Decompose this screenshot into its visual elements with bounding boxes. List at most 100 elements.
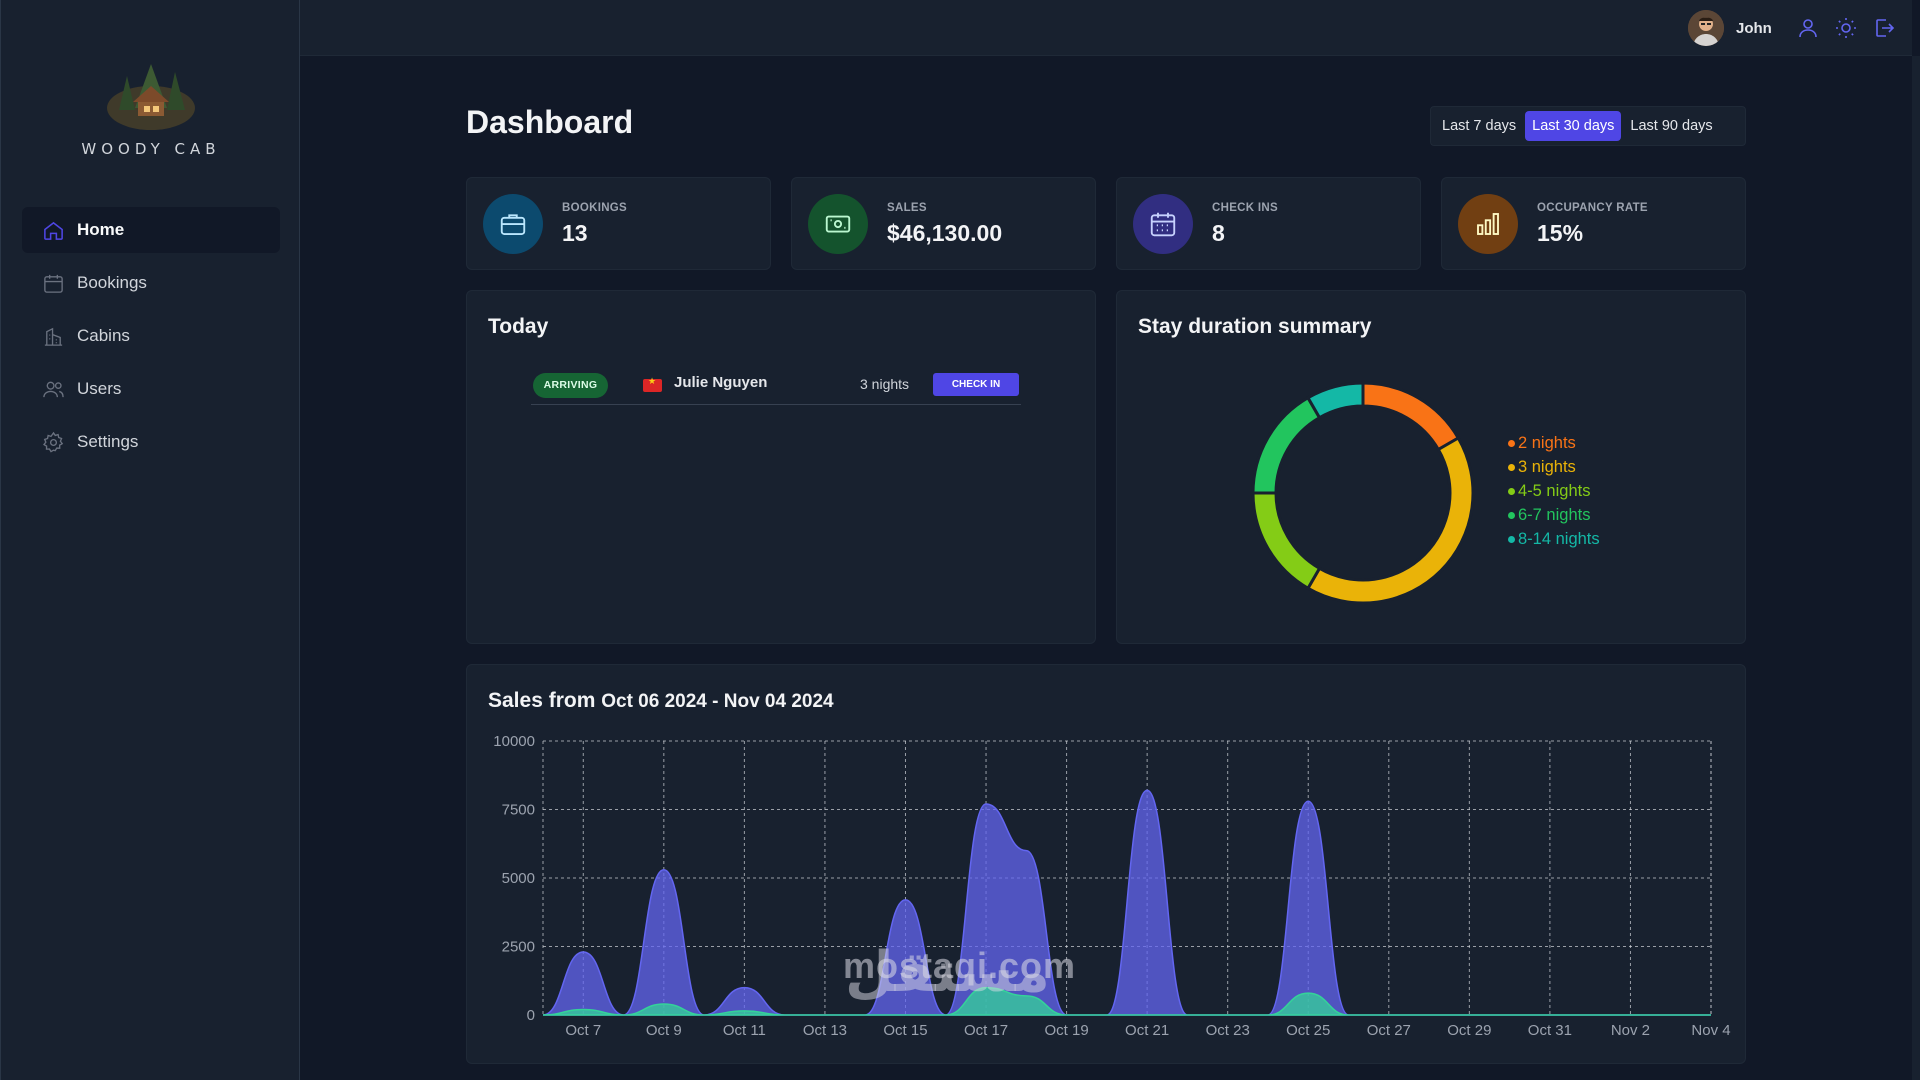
stat-label: BOOKINGS	[562, 202, 628, 214]
x-tick-label: Oct 29	[1447, 1022, 1491, 1039]
check-in-button[interactable]: CHECK IN	[933, 373, 1019, 396]
donut-slice[interactable]	[1251, 491, 1322, 591]
briefcase-icon	[500, 214, 526, 235]
donut-slice[interactable]	[1251, 395, 1322, 495]
stat-card-sales: SALES $46,130.00	[791, 177, 1096, 270]
activity-row: ARRIVING Julie Nguyen 3 nights CHECK IN	[531, 371, 1021, 405]
stat-value: 15%	[1537, 220, 1584, 246]
watermark: mostaqi.com	[843, 945, 1077, 986]
y-tick-label: 5000	[502, 870, 535, 887]
building-icon	[44, 327, 63, 346]
stat-card-occupancy: OCCUPANCY RATE 15%	[1441, 177, 1746, 270]
x-tick-label: Nov 4	[1691, 1022, 1730, 1039]
home-icon	[44, 221, 63, 240]
y-tick-label: 7500	[502, 802, 535, 819]
x-tick-label: Oct 19	[1044, 1022, 1088, 1039]
legend-dot	[1508, 439, 1515, 447]
stat-icon-bg	[1458, 194, 1518, 254]
legend-label: 3 nights	[1518, 457, 1576, 476]
calendar-days-icon	[1150, 212, 1176, 237]
legend-item: 3 nights	[1508, 455, 1600, 479]
scrollbar[interactable]	[1912, 56, 1920, 1080]
sidebar-item-label: Users	[77, 379, 122, 398]
stat-icon-bg	[808, 194, 868, 254]
series-area	[542, 986, 1711, 1016]
status-badge: ARRIVING	[533, 373, 608, 398]
sidebar-item-cabins[interactable]: Cabins	[22, 313, 280, 359]
filter-last-30-days[interactable]: Last 30 days	[1525, 111, 1622, 141]
legend-dot	[1508, 487, 1515, 495]
page-title: Dashboard	[466, 104, 634, 140]
series-area	[542, 789, 1711, 1016]
sales-area-chart: 0 2500 5000 7500 10000 Oct 7 Oct 9 Oct 11 Oct 13…	[493, 733, 1730, 1039]
sun-icon[interactable]	[1834, 16, 1858, 40]
filter-last-90-days[interactable]: Last 90 days	[1630, 118, 1713, 134]
legend-item: 2 nights	[1508, 431, 1600, 455]
donut-legend: 2 nights 3 nights 4-5 nights 6-7 nights 8-14…	[1508, 431, 1600, 551]
sidebar-nav: Home Bookings Cabins Users Settings	[22, 207, 280, 472]
gear-icon	[43, 431, 64, 453]
legend-item: 4-5 nights	[1508, 479, 1600, 503]
sidebar-item-settings[interactable]: Settings	[22, 419, 280, 465]
x-tick-label: Oct 11	[723, 1022, 766, 1039]
filter-last-7-days[interactable]: Last 7 days	[1442, 118, 1517, 134]
x-tick-label: Oct 9	[646, 1022, 682, 1039]
sales-panel: Sales from Oct 06 2024 - Nov 04 2024 0 25…	[466, 664, 1746, 1064]
sidebar-item-label: Bookings	[77, 273, 147, 292]
y-tick-label: 10000	[493, 733, 535, 750]
legend-item: 6-7 nights	[1508, 503, 1600, 527]
sidebar-item-label: Home	[77, 220, 125, 239]
legend-item: 8-14 nights	[1508, 527, 1600, 551]
today-title: Today	[488, 315, 549, 338]
stay-duration-title: Stay duration summary	[1138, 315, 1372, 338]
stat-label: CHECK INS	[1212, 202, 1278, 214]
x-tick-label: Oct 27	[1367, 1022, 1411, 1039]
sidebar-item-bookings[interactable]: Bookings	[22, 260, 280, 306]
x-tick-label: Oct 25	[1286, 1022, 1330, 1039]
sales-title: Sales from Oct 06 2024 - Nov 04 2024	[488, 689, 834, 713]
donut-slice[interactable]	[1305, 381, 1365, 420]
donut-slice[interactable]	[1305, 435, 1475, 605]
user-icon[interactable]	[1796, 16, 1820, 40]
x-tick-label: Oct 31	[1528, 1022, 1572, 1039]
calendar-icon	[44, 274, 63, 293]
stat-label: SALES	[887, 202, 927, 214]
legend-dot	[1508, 511, 1515, 519]
sidebar-item-label: Cabins	[77, 326, 130, 345]
user-photo-icon	[1688, 10, 1724, 46]
watermark-arabic: مستقل	[845, 940, 1050, 1005]
x-tick-label: Oct 23	[1206, 1022, 1250, 1039]
y-tick-label: 2500	[502, 939, 535, 956]
legend-dot	[1508, 463, 1515, 471]
legend-label: 8-14 nights	[1518, 529, 1600, 548]
stat-value: 13	[562, 220, 588, 246]
stat-card-check-ins: CHECK INS 8	[1116, 177, 1421, 270]
stat-value: $46,130.00	[887, 220, 1003, 246]
nights-count: 3 nights	[860, 376, 910, 392]
x-tick-label: Oct 15	[883, 1022, 927, 1039]
logout-icon[interactable]	[1872, 16, 1896, 40]
user-menu[interactable]: John	[1688, 10, 1772, 46]
user-name: John	[1736, 19, 1772, 37]
x-tick-label: Oct 17	[964, 1022, 1008, 1039]
x-tick-label: Oct 21	[1125, 1022, 1169, 1039]
sales-title-prefix: Sales from	[488, 689, 596, 712]
x-tick-label: Nov 2	[1611, 1022, 1650, 1039]
logo: WOODY CAB	[1, 58, 301, 158]
users-icon	[43, 381, 64, 397]
stat-value: 8	[1212, 220, 1225, 246]
donut-slice[interactable]	[1361, 381, 1461, 452]
legend-dot	[1508, 535, 1515, 543]
top-header: John	[300, 0, 1912, 56]
sidebar-item-users[interactable]: Users	[22, 366, 280, 412]
stay-duration-donut	[1251, 381, 1475, 605]
sales-title-range: Oct 06 2024 - Nov 04 2024	[601, 691, 834, 712]
legend-label: 2 nights	[1518, 433, 1576, 452]
sidebar-item-label: Settings	[77, 432, 139, 451]
today-panel: Today ARRIVING Julie Nguyen 3 nights CHE…	[466, 290, 1096, 644]
stat-card-bookings: BOOKINGS 13	[466, 177, 771, 270]
sidebar-item-home[interactable]: Home	[22, 207, 280, 253]
stay-duration-panel: Stay duration summary 2 nights 3 nights 4-…	[1116, 290, 1746, 644]
date-filter: Last 7 days Last 30 days Last 90 days	[1430, 106, 1746, 146]
bar-chart-icon	[1477, 213, 1499, 235]
